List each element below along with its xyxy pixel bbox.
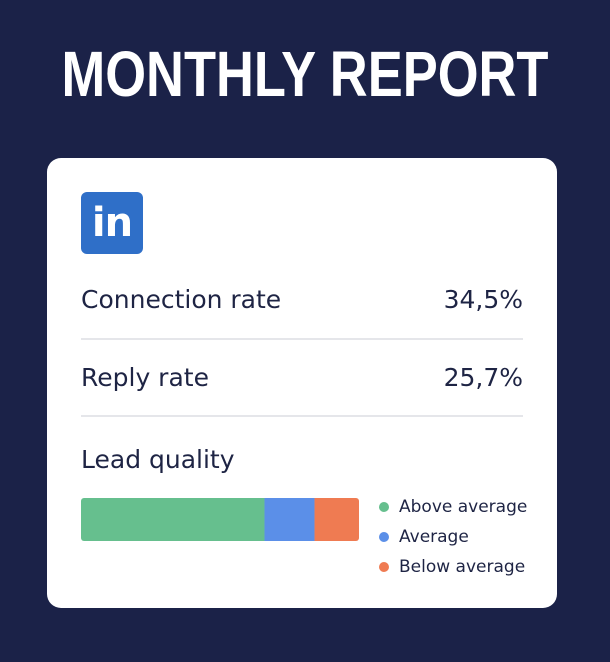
metric-row-reply-rate: Reply rate 25,7%	[81, 358, 523, 398]
linkedin-logo-text: in	[91, 200, 133, 246]
legend-item: Above average	[379, 492, 549, 522]
report-card: in Connection rate 34,5% Reply rate 25,7…	[47, 158, 557, 608]
lead-quality-bar	[81, 498, 359, 541]
divider	[81, 338, 523, 340]
bar-segment-below-average	[314, 498, 359, 541]
legend-item: Average	[379, 522, 549, 552]
legend-label: Above average	[399, 497, 528, 517]
legend-label: Average	[399, 527, 469, 547]
metric-row-connection-rate: Connection rate 34,5%	[81, 280, 523, 320]
page-title: MONTHLY REPORT	[61, 38, 549, 110]
connection-rate-label: Connection rate	[81, 285, 282, 314]
bar-segment-above-average	[81, 498, 265, 541]
legend-dot	[379, 502, 389, 512]
legend-item: Below average	[379, 552, 549, 582]
chart-title: Lead quality	[81, 445, 235, 474]
legend-dot	[379, 562, 389, 572]
connection-rate-value: 34,5%	[443, 285, 523, 314]
legend-dot	[379, 532, 389, 542]
reply-rate-label: Reply rate	[81, 363, 209, 392]
legend-label: Below average	[399, 557, 526, 577]
reply-rate-value: 25,7%	[443, 363, 523, 392]
linkedin-icon: in	[81, 192, 143, 254]
bar-segment-average	[264, 498, 315, 541]
divider	[81, 415, 523, 417]
chart-legend: Above average Average Below average	[379, 492, 549, 582]
